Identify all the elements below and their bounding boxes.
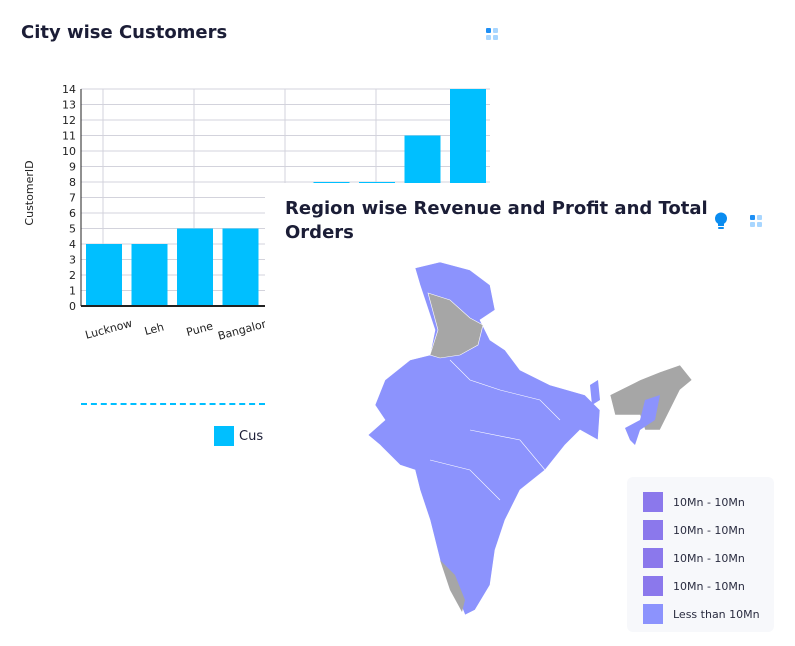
map-region-nodata-south bbox=[440, 560, 465, 612]
map-region-main bbox=[367, 261, 601, 616]
y-tick-label: 0 bbox=[69, 300, 76, 313]
x-tick-label: Pune bbox=[185, 319, 215, 339]
y-tick-label: 5 bbox=[69, 223, 76, 236]
legend-label: 10Mn - 10Mn bbox=[673, 495, 745, 509]
legend-swatch bbox=[643, 576, 663, 596]
y-tick-label: 14 bbox=[62, 83, 76, 96]
y-tick-label: 12 bbox=[62, 114, 76, 127]
y-tick-label: 13 bbox=[62, 99, 76, 112]
y-tick-label: 4 bbox=[69, 238, 76, 251]
legend-swatch bbox=[643, 548, 663, 568]
y-tick-label: 9 bbox=[69, 161, 76, 174]
x-tick-label: Leh bbox=[143, 320, 165, 338]
legend-swatch bbox=[643, 604, 663, 624]
y-tick-label: 3 bbox=[69, 254, 76, 267]
legend-label: 10Mn - 10Mn bbox=[673, 551, 745, 565]
legend-item[interactable]: 10Mn - 10Mn bbox=[643, 572, 774, 600]
bar bbox=[86, 244, 122, 306]
bar bbox=[222, 228, 259, 306]
y-tick-label: 10 bbox=[62, 145, 76, 158]
legend-item[interactable]: 10Mn - 10Mn bbox=[643, 488, 774, 516]
y-axis-label: CustomerID bbox=[23, 160, 36, 225]
legend-label: 10Mn - 10Mn bbox=[673, 579, 745, 593]
legend-swatch bbox=[643, 520, 663, 540]
drag-handle-icon[interactable] bbox=[750, 215, 762, 227]
y-tick-label: 8 bbox=[69, 176, 76, 189]
bar bbox=[131, 244, 168, 306]
legend-item[interactable]: 10Mn - 10Mn bbox=[643, 516, 774, 544]
y-tick-label: 7 bbox=[69, 192, 76, 205]
legend-item[interactable]: 10Mn - 10Mn bbox=[643, 544, 774, 572]
map-region-east-data bbox=[590, 380, 600, 405]
legend-item[interactable]: Less than 10Mn bbox=[643, 600, 774, 628]
region-card-title: Region wise Revenue and Profit and Total… bbox=[285, 198, 708, 243]
insight-bulb-icon[interactable] bbox=[714, 212, 728, 230]
y-tick-label: 6 bbox=[69, 207, 76, 220]
legend-label: Less than 10Mn bbox=[673, 607, 760, 621]
chart-divider bbox=[81, 403, 265, 405]
map-region-nodata-north bbox=[427, 292, 484, 359]
x-tick-label: Lucknow bbox=[84, 317, 134, 340]
map-region-northeast-data bbox=[625, 395, 660, 445]
y-tick-label: 1 bbox=[69, 285, 76, 298]
bar bbox=[177, 228, 213, 306]
legend-label: Cus bbox=[239, 428, 264, 444]
legend-label: 10Mn - 10Mn bbox=[673, 523, 745, 537]
legend-swatch bbox=[214, 426, 234, 446]
city-card-title: City wise Customers bbox=[21, 22, 228, 43]
map-region-nodata-northeast bbox=[609, 364, 693, 431]
drag-handle-icon[interactable] bbox=[486, 28, 498, 40]
y-tick-label: 11 bbox=[62, 130, 76, 143]
chart-legend[interactable]: Cus bbox=[214, 426, 263, 446]
map-legend: 10Mn - 10Mn 10Mn - 10Mn 10Mn - 10Mn 10Mn - … bbox=[627, 477, 774, 632]
legend-swatch bbox=[643, 492, 663, 512]
y-tick-label: 2 bbox=[69, 269, 76, 282]
india-map[interactable] bbox=[265, 183, 795, 646]
